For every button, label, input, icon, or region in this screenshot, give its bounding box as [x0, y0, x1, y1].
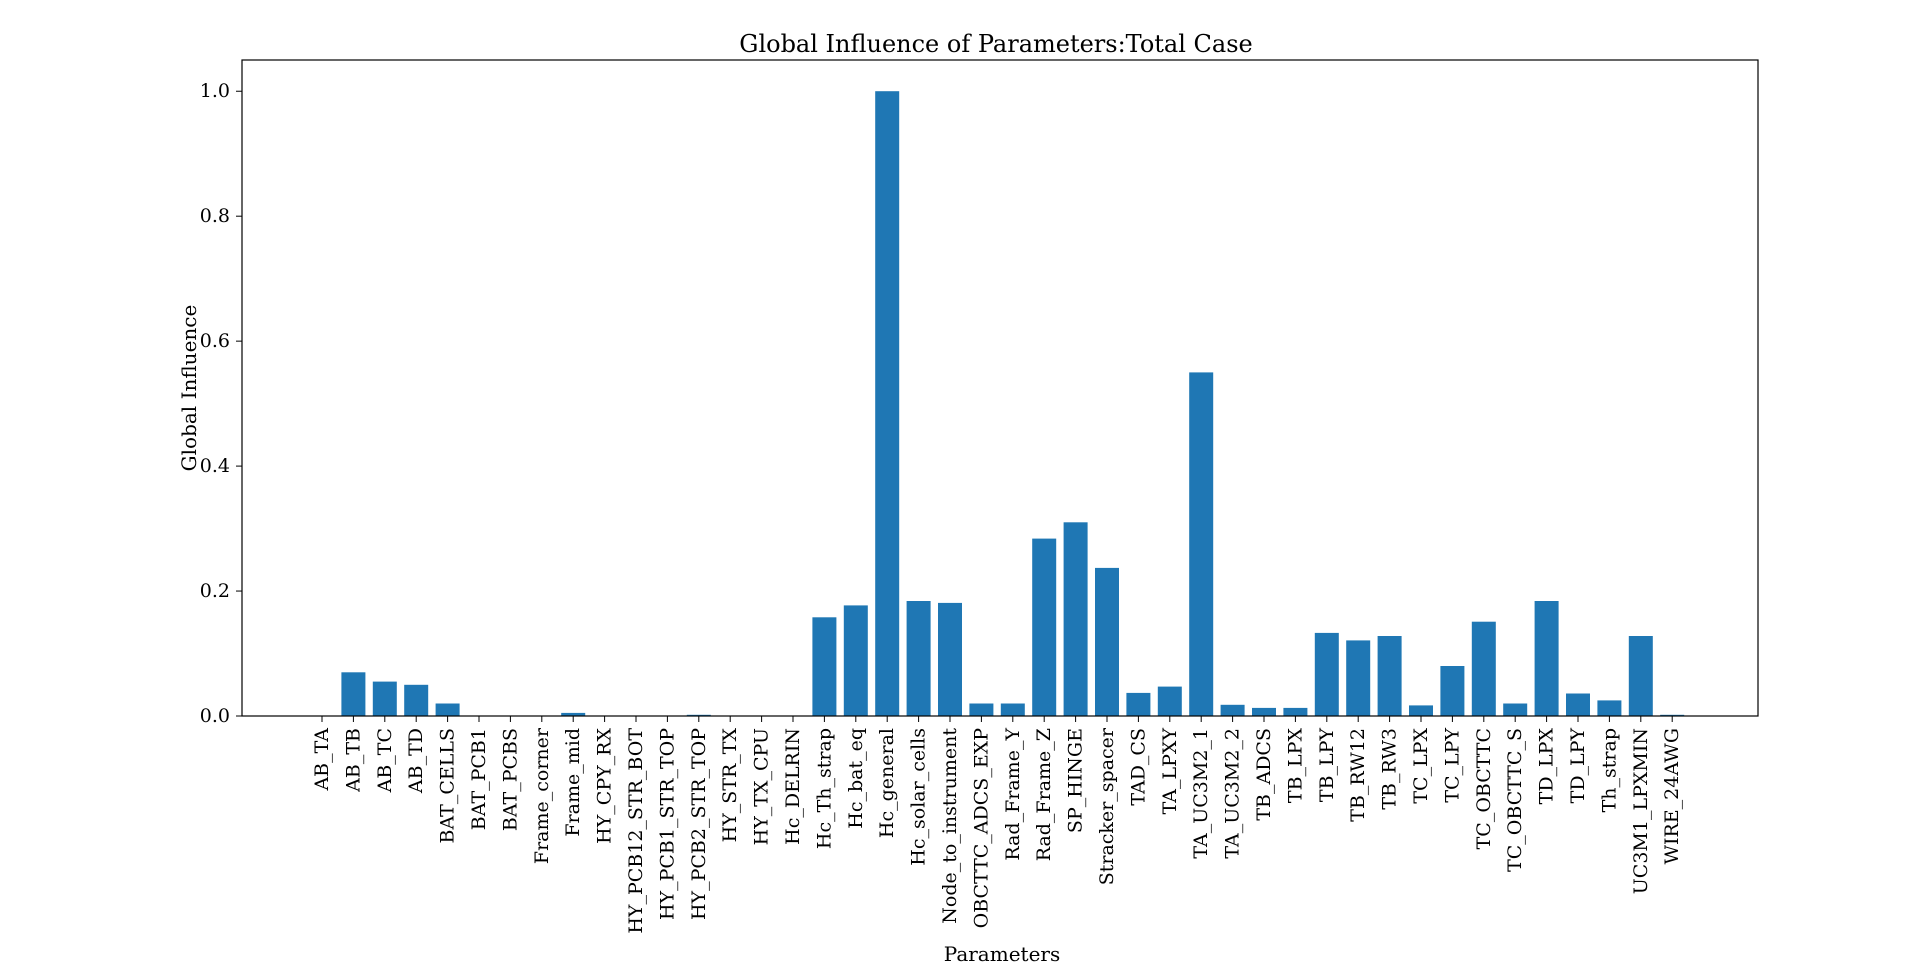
y-tick-label: 1.0 [200, 80, 230, 102]
x-tick-label: BAT_PCBS [499, 728, 521, 831]
x-tick-label: TC_OBCTTC [1473, 728, 1495, 849]
bar-Rad_Frame_Z [1032, 538, 1057, 716]
x-tick-label: HY_PCB1_STR_TOP [656, 728, 678, 920]
bar-TC_LPX [1409, 705, 1433, 716]
x-tick-label: TAD_CS [1127, 728, 1149, 806]
x-tick-label: BAT_PCB1 [468, 728, 490, 830]
bar-TA_LPXY [1157, 686, 1182, 716]
x-tick-label: AB_TC [374, 728, 396, 793]
x-tick-label: SP_HINGE [1065, 728, 1087, 833]
x-tick-label: HY_PCB12_STR_BOT [625, 728, 647, 934]
y-axis-ticks: 0.0 0.2 0.4 0.6 0.8 1.0 [200, 80, 242, 727]
y-tick-label: 0.4 [200, 455, 230, 477]
x-tick-label: AB_TD [405, 728, 427, 794]
x-tick-label: HY_CPY_RX [594, 728, 616, 844]
bar-Node_to_instrument [938, 602, 962, 716]
x-tick-label: Th_strap [1598, 728, 1620, 812]
x-tick-label: WIRE_24AWG [1661, 728, 1683, 865]
x-tick-label: AB_TB [342, 728, 364, 793]
x-tick-label: TA_UC3M2_1 [1190, 728, 1212, 859]
x-tick-label: TC_OBCTTC_S [1504, 728, 1526, 872]
bar-TD_LPY [1566, 693, 1590, 716]
bar-Stracker_spacer [1095, 567, 1119, 716]
y-tick-label: 0.8 [200, 205, 230, 227]
x-tick-label: Rad_Frame_Y [1002, 728, 1024, 861]
x-tick-label: Hc_Th_strap [813, 728, 835, 849]
x-tick-label: BAT_CELLS [437, 728, 459, 843]
x-tick-label: Frame_corner [531, 727, 553, 864]
x-tick-label: TB_RW3 [1379, 728, 1401, 810]
x-tick-label: TB_LPX [1284, 728, 1306, 804]
bar-Frame_mid [561, 712, 586, 716]
bar-SP_HINGE [1063, 522, 1088, 716]
bar-TC_LPY [1440, 666, 1465, 716]
x-tick-label: TC_LPX [1410, 728, 1432, 804]
chart-title: Global Influence of Parameters:Total Cas… [739, 30, 1252, 58]
bar-TB_LPX [1283, 707, 1308, 716]
bars-group [341, 91, 1685, 716]
bar-TAD_CS [1126, 692, 1151, 716]
bar-TD_LPX [1534, 601, 1559, 716]
x-tick-label: Hc_solar_cells [908, 728, 930, 866]
x-tick-label: TD_LPX [1536, 728, 1558, 805]
x-tick-label: Stracker_spacer [1096, 727, 1118, 885]
y-axis-label: Global Influence [177, 305, 201, 472]
bar-AB_TD [404, 684, 429, 716]
bar-Th_strap [1597, 700, 1622, 716]
x-axis-ticks: AB_TA AB_TB AB_TC AB_TD BAT_CELLS BAT_PCB1 BAT… [311, 716, 1683, 934]
x-tick-label: HY_TX_CPU [751, 728, 773, 845]
bar-AB_TC [372, 681, 397, 716]
bar-TA_UC3M2_2 [1220, 704, 1245, 716]
x-tick-label: Node_to_instrument [939, 728, 961, 924]
bar-Rad_Frame_Y [1000, 703, 1025, 716]
x-tick-label: TB_ADCS [1253, 728, 1275, 821]
x-tick-label: TB_RW12 [1347, 728, 1369, 822]
x-tick-label: Frame_mid [562, 728, 584, 837]
x-tick-label: Hc_DELRIN [782, 728, 804, 845]
x-tick-label: TC_LPY [1441, 728, 1463, 803]
bar-TB_ADCS [1252, 707, 1276, 716]
bar-TB_RW3 [1377, 636, 1402, 716]
y-tick-label: 0.6 [200, 330, 230, 352]
bar-TA_UC3M2_1 [1189, 372, 1214, 716]
bar-UC3M1_LPXMIN [1628, 636, 1653, 716]
bar-TB_RW12 [1346, 640, 1371, 716]
x-tick-label: UC3M1_LPXMIN [1630, 728, 1652, 894]
bar-Hc_Th_strap [812, 617, 837, 716]
x-tick-label: TD_LPY [1567, 728, 1589, 804]
x-tick-label: Hc_general [876, 728, 898, 838]
bar-OBCTTC_ADCS_EXP [969, 703, 994, 716]
bar-TC_OBCTTC [1471, 621, 1496, 716]
bar-TB_LPY [1314, 632, 1339, 716]
x-tick-label: TA_UC3M2_2 [1222, 728, 1244, 859]
x-tick-label: HY_PCB2_STR_TOP [688, 728, 710, 920]
bar-Hc_bat_eq [843, 605, 868, 716]
x-tick-label: HY_STR_TX [719, 728, 741, 843]
y-tick-label: 0.2 [200, 580, 230, 602]
x-tick-label: TB_LPY [1316, 728, 1338, 803]
bar-BAT_CELLS [435, 703, 460, 716]
bar-TC_OBCTTC_S [1503, 703, 1528, 716]
x-tick-label: AB_TA [311, 728, 333, 792]
plot-frame [241, 59, 1759, 717]
y-tick-label: 0.0 [200, 705, 230, 727]
x-tick-label: Hc_bat_eq [845, 728, 867, 829]
x-tick-label: Rad_Frame_Z [1033, 728, 1055, 861]
bar-Hc_general [875, 91, 900, 716]
x-axis-label: Parameters [944, 942, 1060, 966]
x-tick-label: TA_LPXY [1159, 728, 1181, 815]
bar-AB_TB [341, 672, 366, 716]
bar-Hc_solar_cells [906, 601, 931, 716]
x-tick-label: OBCTTC_ADCS_EXP [970, 728, 992, 929]
